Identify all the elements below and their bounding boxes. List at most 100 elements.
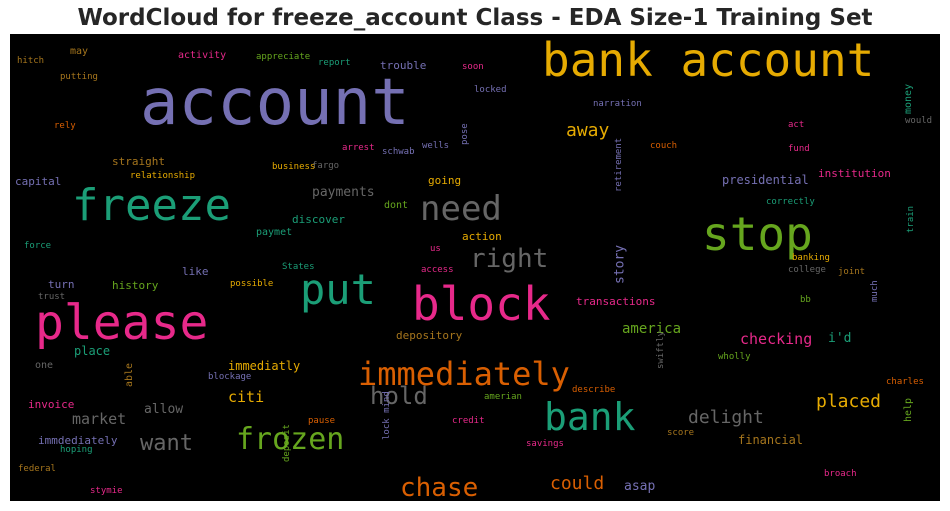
word-pause: pause — [308, 416, 335, 426]
word-paymet: paymet — [256, 227, 292, 238]
word-capital: capital — [15, 175, 61, 188]
word-america: america — [622, 321, 681, 337]
word-wholly: wholly — [718, 352, 751, 362]
word-stop: stop — [702, 207, 813, 261]
word-putting: putting — [60, 72, 98, 82]
word-immediatly: immediatly — [228, 359, 300, 373]
word-account: account — [140, 66, 410, 140]
word-please: please — [35, 295, 208, 351]
word-chase: chase — [400, 473, 478, 501]
word-transactions: transactions — [576, 295, 655, 308]
cloud-background — [10, 34, 940, 501]
word-savings: savings — [526, 439, 564, 449]
word-away: away — [566, 120, 610, 141]
word-frozen: frozen — [236, 422, 344, 457]
word-lock-mind: lock mind — [382, 391, 392, 440]
word-activity: activity — [178, 50, 226, 61]
word-market: market — [72, 410, 126, 428]
word-straight: straight — [112, 155, 165, 168]
word-immdediately: immdediately — [38, 434, 118, 447]
word-i-d: i'd — [828, 331, 851, 346]
word-federal: federal — [18, 464, 56, 474]
word-appreciate: appreciate — [256, 52, 310, 62]
word-allow: allow — [144, 402, 183, 417]
word-charles: charles — [886, 377, 924, 387]
word-possible: possible — [230, 279, 273, 289]
word-couch: couch — [650, 141, 677, 151]
word-story: story — [612, 245, 627, 284]
word-business: business — [272, 162, 315, 172]
word-turn: turn — [48, 278, 75, 291]
word-deposit: deposit — [282, 424, 292, 462]
word-financial: financial — [738, 433, 803, 447]
word-college: college — [788, 265, 826, 275]
word-amerian: amerian — [484, 392, 522, 402]
word-broach: broach — [824, 469, 857, 479]
word-need: need — [420, 189, 502, 229]
word-immediately: immediately — [358, 355, 570, 393]
word-us: us — [430, 244, 441, 254]
word-fargo: fargo — [312, 161, 339, 171]
word-institution: institution — [818, 167, 891, 180]
word-cloud: account bank account freeze please block stop… — [10, 34, 940, 501]
word-could: could — [550, 473, 604, 494]
word-describe: describe — [572, 385, 615, 395]
word-able: able — [124, 363, 135, 387]
word-placed: placed — [816, 391, 881, 412]
word-hitch: hitch — [17, 56, 44, 66]
word-blockage: blockage — [208, 372, 251, 382]
word-history: history — [112, 279, 159, 292]
word-states: States — [282, 262, 315, 272]
word-arrest: arrest — [342, 143, 375, 153]
word-rely: rely — [54, 121, 76, 131]
word-force: force — [24, 241, 51, 251]
word-right: right — [470, 244, 548, 274]
word-credit: credit — [452, 416, 485, 426]
word-invoice: invoice — [28, 398, 74, 411]
word-block: block — [412, 277, 550, 331]
word-schwab: schwab — [382, 147, 415, 157]
word-train: train — [906, 206, 916, 233]
word-discover: discover — [292, 213, 345, 226]
word-access: access — [421, 265, 454, 275]
word-place: place — [74, 344, 110, 358]
word-may: may — [70, 46, 88, 57]
word-fund: fund — [788, 144, 810, 154]
word-correctly: correctly — [766, 197, 815, 207]
word-act: act — [788, 120, 804, 130]
chart-title: WordCloud for freeze_account Class - EDA… — [77, 5, 873, 31]
word-trouble: trouble — [380, 59, 426, 72]
word-pose: pose — [460, 123, 470, 145]
word-joint: joint — [838, 267, 865, 277]
word-hold: hold — [370, 382, 428, 410]
word-wells: wells — [422, 141, 449, 151]
word-one: one — [35, 360, 53, 371]
word-money: money — [903, 84, 914, 114]
word-score: score — [667, 428, 694, 438]
word-freeze: freeze — [72, 180, 231, 231]
word-locked: locked — [474, 85, 507, 95]
word-want: want — [140, 431, 193, 456]
word-narration: narration — [593, 99, 642, 109]
word-presidential: presidential — [722, 173, 809, 187]
word-put: put — [300, 265, 376, 314]
word-would: would — [905, 116, 932, 126]
word-relationship: relationship — [130, 171, 195, 181]
word-report: report — [318, 58, 351, 68]
word-asap: asap — [624, 479, 655, 494]
word-payments: payments — [312, 185, 375, 200]
word-stymie: stymie — [90, 486, 123, 496]
word-swiftly: swiftly — [656, 330, 666, 369]
word-bank-account: bank account — [542, 34, 874, 87]
word-much: much — [870, 280, 880, 302]
word-delight: delight — [688, 407, 764, 428]
word-dont: dont — [384, 200, 408, 211]
word-checking: checking — [740, 330, 812, 348]
word-going: going — [428, 174, 461, 187]
word-like: like — [182, 265, 209, 278]
word-hoping: hoping — [60, 445, 93, 455]
word-action: action — [462, 230, 502, 243]
word-citi: citi — [228, 388, 264, 406]
word-help: help — [903, 398, 914, 422]
word-depository: depository — [396, 329, 463, 342]
